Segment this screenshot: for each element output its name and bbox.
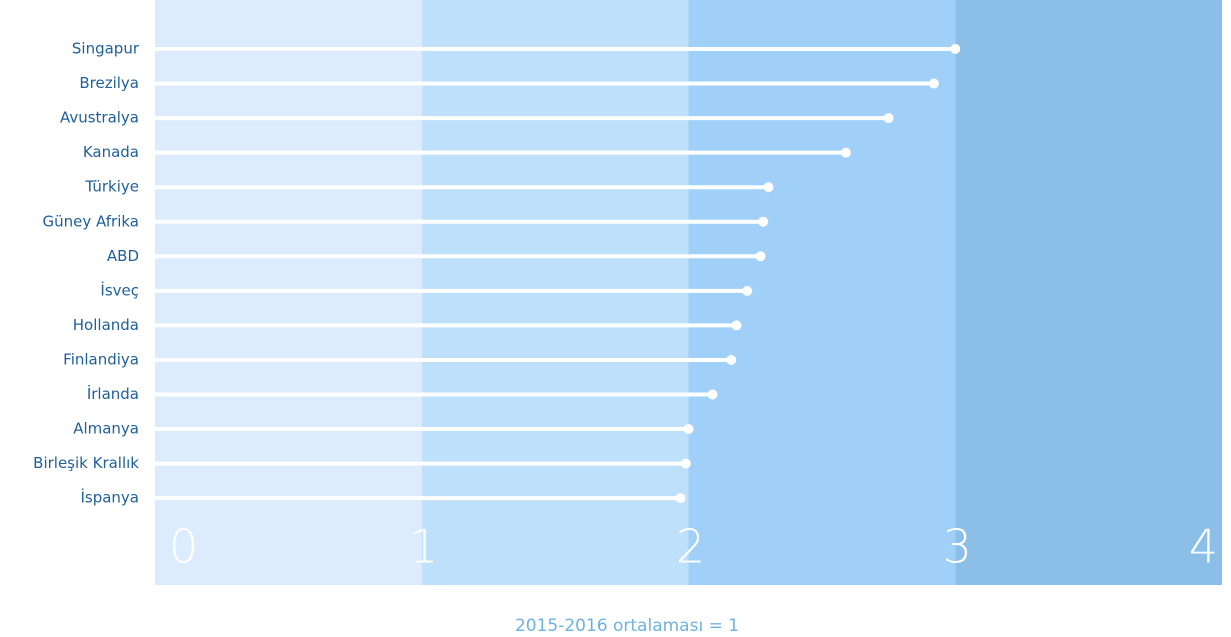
dot [758, 216, 769, 227]
y-tick-label: Singapur [72, 40, 140, 58]
dot [675, 493, 686, 504]
note: 2015-2016 ortalaması = 1 [515, 616, 739, 636]
dot [950, 44, 961, 54]
dot [883, 113, 894, 124]
dot [763, 182, 774, 193]
x-tick-label: 3 [943, 520, 972, 574]
dot [731, 320, 742, 331]
y-tick-label: Hollanda [73, 316, 139, 334]
y-tick-label: Brezilya [79, 74, 139, 92]
dot [707, 389, 718, 400]
y-tick-label: Finlandiya [63, 350, 139, 368]
dot [840, 147, 851, 158]
y-tick-label: Güney Afrika [43, 212, 139, 230]
dot [683, 424, 694, 435]
dot [726, 354, 737, 365]
dot [742, 285, 753, 296]
y-tick-label: Birleşik Krallık [33, 454, 139, 472]
y-tick-label: Kanada [83, 143, 139, 161]
dot [928, 78, 939, 89]
x-tick-label: 1 [409, 520, 438, 574]
x-tick-label: 0 [169, 520, 198, 574]
x-tick-label: 2 [676, 520, 705, 574]
dot [755, 251, 766, 262]
dot [680, 458, 691, 469]
y-tick-label: İsveç [100, 280, 139, 299]
y-tick-label: İrlanda [87, 384, 139, 403]
y-tick-label: Avustralya [60, 109, 139, 127]
x-tick-label: 4 [1189, 520, 1218, 574]
y-tick-label: İspanya [80, 488, 139, 507]
y-tick-label: Almanya [73, 420, 139, 438]
y-tick-label: Türkiye [84, 178, 139, 196]
y-tick-label: ABD [107, 247, 139, 265]
band [955, 0, 1222, 585]
